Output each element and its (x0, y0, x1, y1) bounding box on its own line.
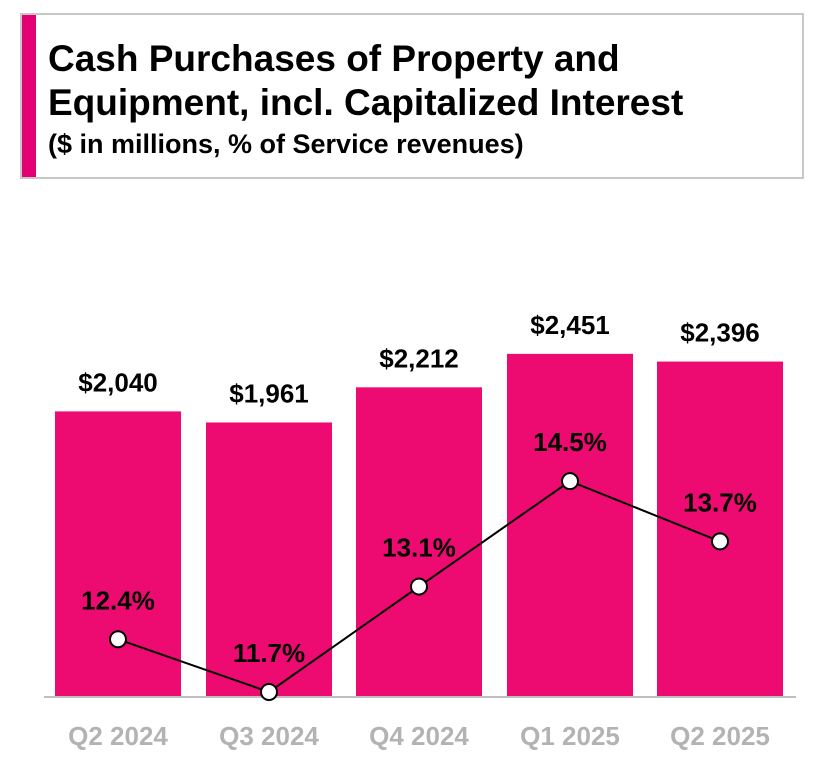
bar-q3-2024 (206, 422, 332, 697)
x-tick-label: Q2 2025 (670, 721, 770, 751)
chart-title-line-1: Cash Purchases of Property and (48, 38, 620, 79)
percent-point (711, 532, 729, 551)
percent-point (561, 472, 579, 491)
bar-value-label: $1,961 (229, 378, 309, 408)
x-tick-label: Q3 2024 (219, 721, 319, 751)
percent-value-label: 14.5% (533, 427, 607, 457)
bar-q4-2024 (356, 387, 482, 697)
percent-value-label: 13.1% (382, 533, 456, 563)
percent-point (109, 630, 127, 649)
bar-q2-2024 (55, 411, 181, 697)
bar-value-label: $2,396 (680, 318, 760, 348)
bar-value-label: $2,040 (78, 367, 158, 397)
title-box: Cash Purchases of Property and Equipment… (20, 13, 804, 179)
x-tick-label: Q4 2024 (369, 721, 469, 751)
x-tick-label: Q2 2024 (68, 721, 168, 751)
bar-value-label: $2,451 (530, 310, 610, 340)
percent-value-label: 12.4% (81, 585, 155, 615)
x-tick-label: Q1 2025 (520, 721, 620, 751)
bar-q1-2025 (507, 353, 633, 697)
percent-value-label: 13.7% (683, 487, 757, 517)
title-accent-bar (22, 15, 36, 177)
bar-q2-2025 (657, 361, 783, 697)
percent-point (260, 682, 278, 701)
percent-value-label: 11.7% (233, 638, 305, 668)
bar-value-label: $2,212 (379, 343, 459, 373)
chart-title-line-2: Equipment, incl. Capitalized Interest (48, 82, 684, 123)
percent-point (410, 577, 428, 596)
chart-subtitle: ($ in millions, % of Service revenues) (48, 129, 524, 159)
